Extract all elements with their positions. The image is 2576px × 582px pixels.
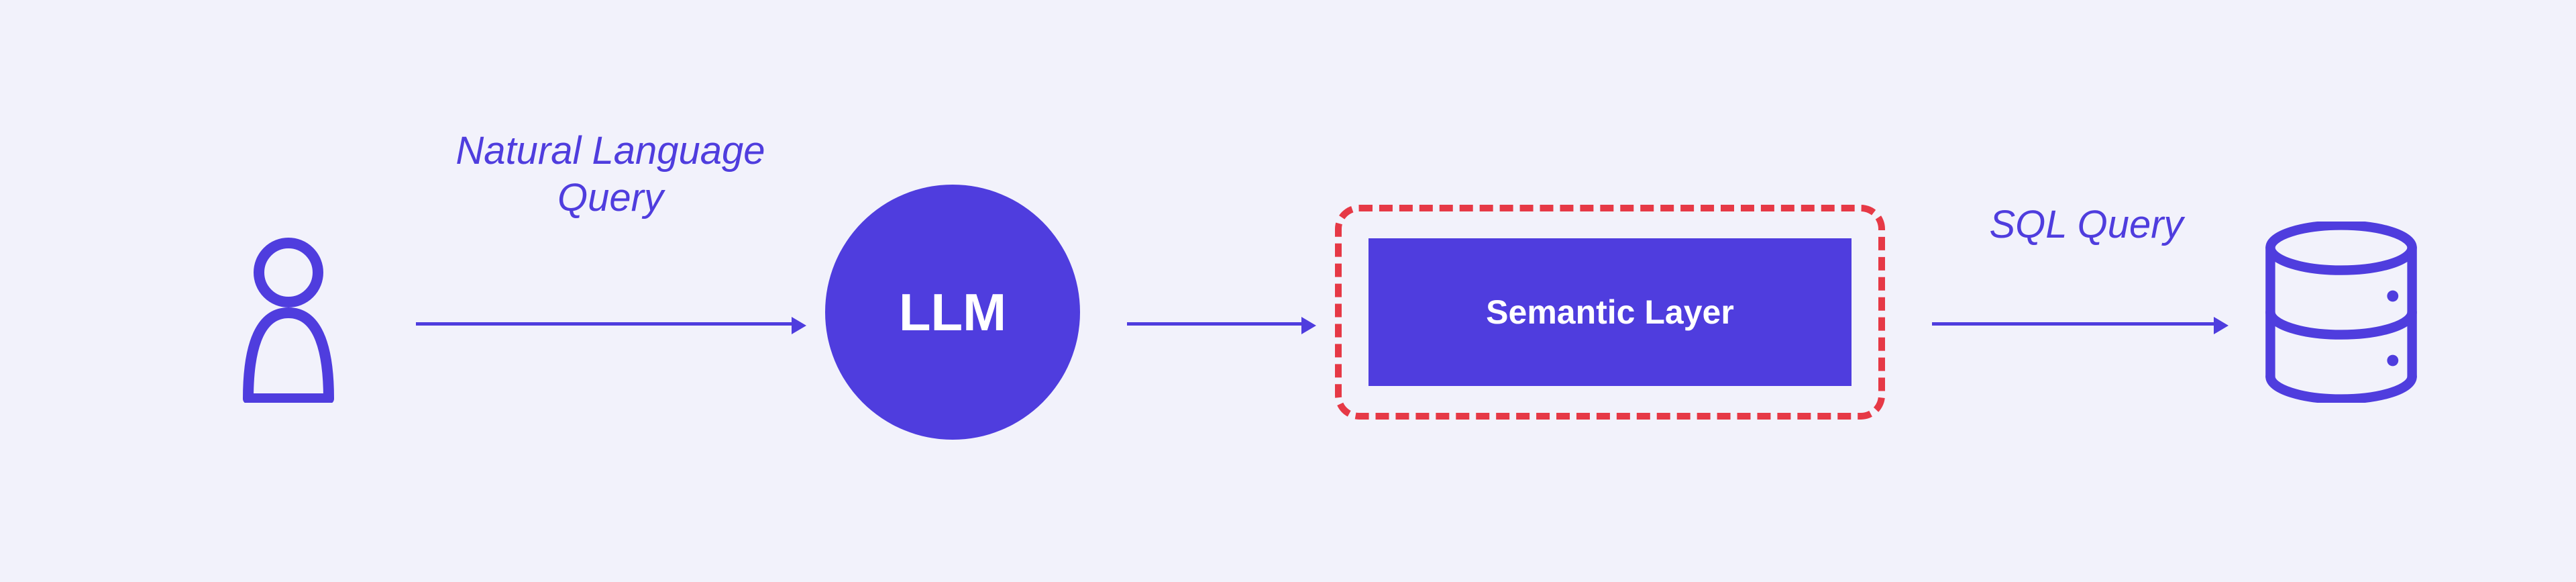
database-icon bbox=[2261, 222, 2422, 403]
diagram-stage: LLM Semantic Layer Natural Language Quer… bbox=[0, 0, 2576, 582]
semantic-layer-box: Semantic Layer bbox=[1368, 238, 1851, 386]
user-icon bbox=[221, 235, 356, 403]
llm-label: LLM bbox=[899, 282, 1006, 343]
edge-label-sql: SQL Query bbox=[1945, 201, 2227, 248]
database-node bbox=[2261, 222, 2422, 403]
arrow-sql bbox=[1932, 322, 2214, 326]
edge-label-nlq: Natural Language Query bbox=[402, 128, 818, 221]
semantic-layer-label: Semantic Layer bbox=[1486, 293, 1734, 332]
arrow-llm-to-semantic bbox=[1127, 322, 1301, 326]
llm-node: LLM bbox=[825, 185, 1080, 440]
semantic-layer-node: Semantic Layer bbox=[1335, 205, 1885, 420]
user-node bbox=[221, 235, 356, 403]
arrow-nlq bbox=[416, 322, 792, 326]
